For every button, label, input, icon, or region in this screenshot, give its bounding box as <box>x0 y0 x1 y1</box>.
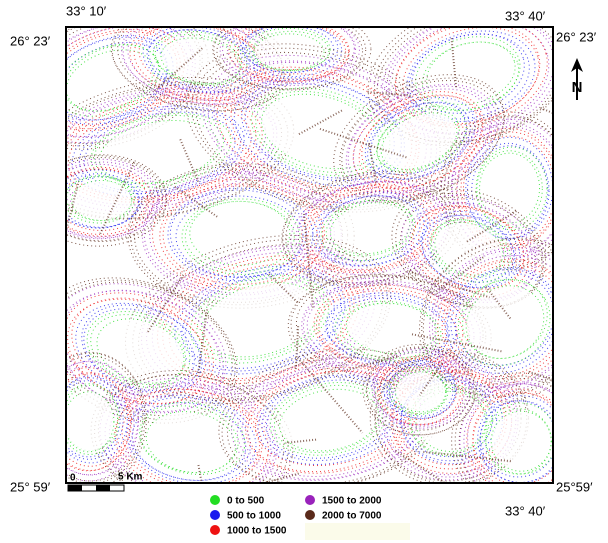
coord-label: 26° 23′ <box>10 33 51 48</box>
scale-start: 0 <box>70 473 76 484</box>
contour-dots <box>253 82 387 181</box>
contour-dots <box>396 372 446 412</box>
contour-dots <box>64 392 114 452</box>
legend-swatch <box>305 510 315 520</box>
legend-swatch <box>305 495 315 505</box>
legend-label: 500 to 1000 <box>227 511 281 522</box>
contour-dots <box>326 197 413 260</box>
lineament <box>541 108 570 120</box>
contour-dots <box>88 307 193 394</box>
lineament-pattern <box>0 0 608 524</box>
north-label: N <box>572 79 583 96</box>
contour-dots <box>254 34 324 70</box>
coord-label: 25°59′ <box>556 479 593 494</box>
scale-end: 5 Km <box>118 472 143 483</box>
coord-label: 33° 40′ <box>505 8 546 23</box>
legend-swatch <box>210 525 220 535</box>
contour-dots <box>190 201 290 265</box>
coord-label: 26° 23′ <box>556 29 597 44</box>
coord-label: 33° 40′ <box>505 503 546 518</box>
legend-label: 2000 to 7000 <box>322 511 382 522</box>
legend-label: 0 to 500 <box>227 496 265 507</box>
contour-dots <box>420 33 522 114</box>
map-figure: 33° 10′ 26° 23′ 33° 40′ 26° 23′ 25° 59′ … <box>0 0 608 543</box>
legend-label: 1000 to 1500 <box>227 526 287 537</box>
contour-dots <box>58 39 162 122</box>
legend: 0 to 500 500 to 1000 1000 to 1500 1500 to 2… <box>210 495 410 540</box>
contour-dots <box>372 102 466 181</box>
legend-swatch <box>210 510 220 520</box>
contour-dots <box>72 180 132 220</box>
scale-bar: 0 5 Km <box>68 472 143 491</box>
north-arrow: N <box>571 58 583 100</box>
contour-dots <box>157 32 243 89</box>
legend-swatch <box>210 495 220 505</box>
coord-label: 25° 59′ <box>10 479 51 494</box>
contour-dots <box>491 411 551 471</box>
legend-label: 1500 to 2000 <box>322 496 382 507</box>
coord-label: 33° 10′ <box>66 3 107 18</box>
